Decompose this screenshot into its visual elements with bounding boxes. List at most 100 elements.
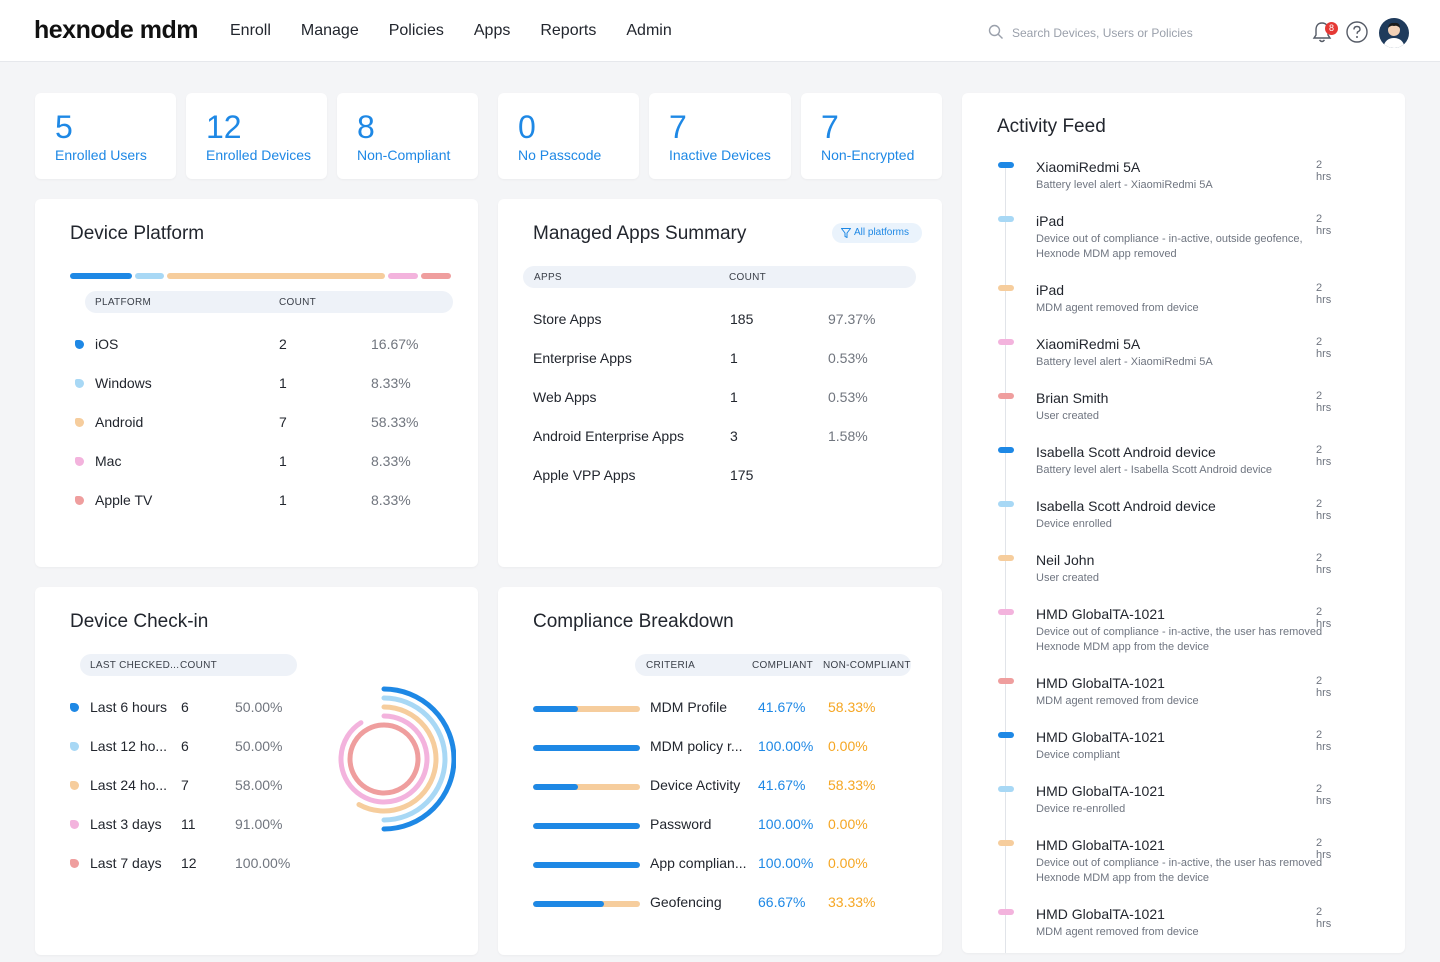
stat-enrolled-devices[interactable]: 12 Enrolled Devices	[186, 93, 327, 179]
compliant-pct: 66.67%	[758, 894, 806, 910]
stat-label: Non-Compliant	[357, 147, 451, 163]
compliance-bar	[533, 862, 640, 868]
table-row[interactable]: Device Activity 41.67% 58.33%	[533, 777, 923, 797]
activity-title: XiaomiRedmi 5A	[1036, 336, 1141, 352]
stat-no-passcode[interactable]: 0 No Passcode	[498, 93, 639, 179]
nav-manage[interactable]: Manage	[300, 22, 359, 39]
activity-item[interactable]: XiaomiRedmi 5A Battery level alert - Xiao…	[998, 336, 1338, 386]
table-row[interactable]: Last 6 hours 6 50.00%	[70, 699, 330, 719]
ring-arc-2	[356, 704, 439, 814]
col-apps[interactable]: APPS	[534, 272, 562, 283]
stat-label: Enrolled Devices	[206, 147, 312, 163]
table-row[interactable]: Last 12 ho... 6 50.00%	[70, 738, 330, 758]
col-non-compliant[interactable]: NON-COMPLIANT	[823, 660, 911, 671]
table-row[interactable]: Password 100.00% 0.00%	[533, 816, 923, 836]
table-row[interactable]: Windows 1 8.33%	[75, 375, 455, 395]
help-icon[interactable]	[1345, 20, 1369, 44]
table-row[interactable]: Geofencing 66.67% 33.33%	[533, 894, 923, 914]
activity-time: 2 hrs	[1316, 444, 1332, 468]
card-title: Device Platform	[70, 223, 205, 244]
activity-item[interactable]: HMD GlobalTA-1021 MDM agent removed from …	[998, 675, 1338, 725]
legend-dot	[70, 781, 79, 790]
activity-item[interactable]: HMD GlobalTA-1021 MDM agent removed from …	[998, 906, 1338, 953]
platform-filter-button[interactable]: All platforms	[832, 223, 922, 243]
activity-item[interactable]: XiaomiRedmi 5A Battery level alert - Xiao…	[998, 159, 1338, 209]
activity-item[interactable]: HMD GlobalTA-1021 Device re-enrolled 2 hrs	[998, 783, 1338, 833]
timeline-marker	[998, 909, 1014, 915]
activity-title: HMD GlobalTA-1021	[1036, 906, 1165, 922]
stat-enrolled-users[interactable]: 5 Enrolled Users	[35, 93, 176, 179]
platform-name: iOS	[95, 336, 119, 352]
nav-reports[interactable]: Reports	[540, 22, 597, 39]
nav-apps[interactable]: Apps	[473, 22, 511, 39]
col-compliant[interactable]: COMPLIANT	[752, 660, 814, 671]
table-row[interactable]: Android Enterprise Apps 3 1.58%	[533, 428, 913, 448]
activity-item[interactable]: Neil John User created 2 hrs	[998, 552, 1338, 602]
platform-bar-android	[167, 273, 386, 279]
table-row[interactable]: MDM Profile 41.67% 58.33%	[533, 699, 923, 719]
activity-item[interactable]: iPad MDM agent removed from device 2 hrs	[998, 282, 1338, 332]
table-row[interactable]: MDM policy r... 100.00% 0.00%	[533, 738, 923, 758]
hexnode-logo[interactable]: hexnode mdm	[34, 16, 198, 44]
app-count: 185	[730, 311, 754, 327]
table-row[interactable]: Last 24 ho... 7 58.00%	[70, 777, 330, 797]
stat-non-encrypted[interactable]: 7 Non-Encrypted	[801, 93, 942, 179]
checkin-count: 11	[181, 816, 196, 832]
notification-badge: 8	[1325, 22, 1338, 35]
non-compliant-pct: 58.33%	[828, 777, 876, 793]
table-row[interactable]: Mac 1 8.33%	[75, 453, 455, 473]
activity-title: XiaomiRedmi 5A	[1036, 159, 1141, 175]
activity-item[interactable]: iPad Device out of compliance - in-active…	[998, 213, 1338, 263]
activity-time: 2 hrs	[1316, 159, 1332, 183]
activity-item[interactable]: Isabella Scott Android device Device enro…	[998, 498, 1338, 548]
table-row[interactable]: Last 3 days 11 91.00%	[70, 816, 330, 836]
stat-non-compliant[interactable]: 8 Non-Compliant	[337, 93, 478, 179]
col-last-checked[interactable]: LAST CHECKED...	[90, 660, 180, 671]
table-row[interactable]: Apple VPP Apps 175	[533, 467, 913, 487]
card-title: Activity Feed	[997, 116, 1106, 137]
table-row[interactable]: Enterprise Apps 1 0.53%	[533, 350, 913, 370]
table-row[interactable]: App complian... 100.00% 0.00%	[533, 855, 923, 875]
avatar[interactable]	[1379, 18, 1409, 48]
col-count[interactable]: COUNT	[180, 660, 218, 671]
compliance-bar	[533, 784, 640, 790]
col-count[interactable]: COUNT	[279, 297, 317, 308]
compliance-bar-fill	[533, 823, 640, 829]
platform-pct: 8.33%	[371, 492, 411, 508]
app-type: Web Apps	[533, 389, 597, 405]
col-platform[interactable]: PLATFORM	[95, 297, 152, 308]
criteria-name: Geofencing	[650, 894, 722, 910]
activity-time: 2 hrs	[1316, 729, 1332, 753]
table-row[interactable]: iOS 2 16.67%	[75, 336, 455, 356]
checkin-period: Last 7 days	[90, 855, 162, 871]
platform-pct: 8.33%	[371, 453, 411, 469]
activity-item[interactable]: HMD GlobalTA-1021 Device compliant 2 hrs	[998, 729, 1338, 779]
card-title: Compliance Breakdown	[533, 611, 734, 632]
table-row[interactable]: Web Apps 1 0.53%	[533, 389, 913, 409]
activity-description: Device compliant	[1036, 749, 1120, 761]
platform-pct: 8.33%	[371, 375, 411, 391]
activity-item[interactable]: Isabella Scott Android device Battery lev…	[998, 444, 1338, 494]
activity-item[interactable]: HMD GlobalTA-1021 Device out of complianc…	[998, 606, 1338, 656]
activity-title: Isabella Scott Android device	[1036, 498, 1216, 514]
col-criteria[interactable]: CRITERIA	[646, 660, 696, 671]
stat-inactive-devices[interactable]: 7 Inactive Devices	[649, 93, 791, 179]
col-count[interactable]: COUNT	[729, 272, 767, 283]
nav-enroll[interactable]: Enroll	[230, 22, 271, 39]
activity-item[interactable]: Brian Smith User created 2 hrs	[998, 390, 1338, 440]
non-compliant-pct: 0.00%	[828, 816, 868, 832]
app-count: 175	[730, 467, 754, 483]
table-row[interactable]: Android 7 58.33%	[75, 414, 455, 434]
checkin-count: 6	[181, 699, 189, 715]
table-row[interactable]: Store Apps 185 97.37%	[533, 311, 913, 331]
timeline-marker	[998, 501, 1014, 507]
table-row[interactable]: Apple TV 1 8.33%	[75, 492, 455, 512]
search-input[interactable]	[1012, 22, 1212, 44]
app-pct: 1.58%	[828, 428, 868, 444]
table-row[interactable]: Last 7 days 12 100.00%	[70, 855, 330, 875]
platform-name: Windows	[95, 375, 152, 391]
activity-description: Battery level alert - XiaomiRedmi 5A	[1036, 356, 1213, 368]
activity-item[interactable]: HMD GlobalTA-1021 Device out of complianc…	[998, 837, 1338, 887]
nav-policies[interactable]: Policies	[388, 22, 444, 39]
nav-admin[interactable]: Admin	[626, 22, 672, 39]
